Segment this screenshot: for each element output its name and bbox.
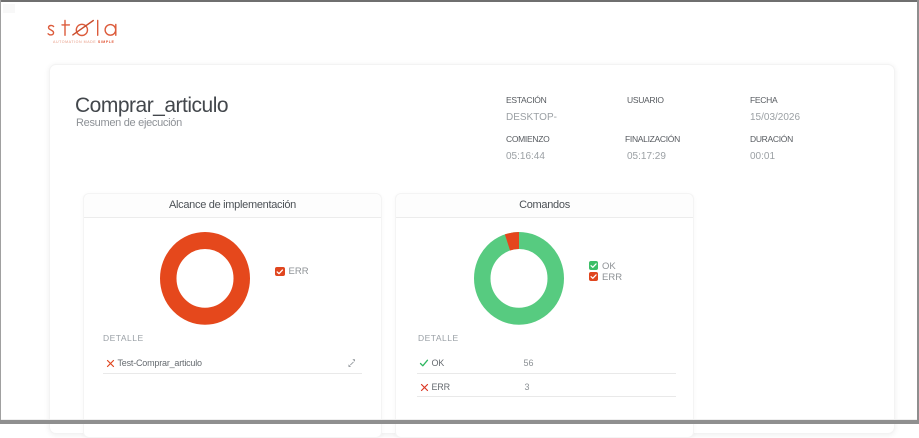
svg-text:AUTOMATION MADE SIMPLE: AUTOMATION MADE SIMPLE xyxy=(53,40,115,44)
